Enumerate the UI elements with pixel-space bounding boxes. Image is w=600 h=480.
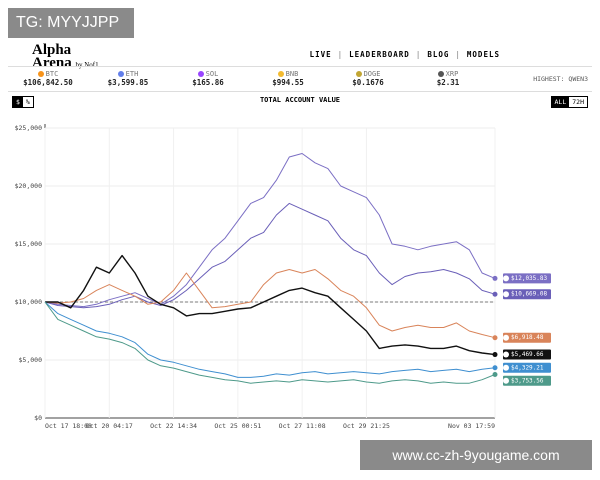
series-line [45, 254, 496, 356]
coin-icon [197, 71, 204, 77]
model-icon [503, 377, 509, 384]
end-marker [492, 371, 498, 377]
ticker-item: BTC $106,842.50 [8, 70, 88, 87]
toggle-button[interactable]: 72H [572, 98, 584, 106]
model-icon [503, 275, 509, 282]
highest-label: HIGHEST: [533, 75, 565, 83]
end-label: $6,918.48 [511, 334, 544, 341]
ticker-item: BNB $994.55 [248, 70, 328, 87]
nav-separator: | [455, 50, 461, 59]
coin-icon [117, 71, 124, 77]
range-toggle: ALL 72H [550, 96, 588, 108]
nav-link[interactable]: LIVE [309, 50, 332, 59]
nav-separator: | [415, 50, 422, 59]
ticker-price: $994.55 [272, 78, 304, 87]
nav-separator: | [337, 50, 344, 59]
end-label: $3,753.56 [511, 377, 544, 384]
watermark: TG: MYYJJPP [8, 8, 134, 38]
ticker-item: SOL $165.86 [168, 70, 248, 87]
end-marker [492, 335, 498, 341]
x-tick-label: Oct 22 14:34 [150, 422, 197, 430]
ticker-symbol-row: DOGE [355, 70, 381, 78]
footer-watermark: www.cc-zh-9yougame.com [360, 440, 592, 470]
ticker-price: $2.31 [436, 78, 460, 87]
x-tick-label: Oct 27 11:08 [279, 422, 326, 430]
end-label-box [503, 375, 551, 386]
end-label-box [503, 332, 551, 343]
series-line [44, 301, 496, 378]
model-icon [503, 291, 509, 298]
ticker-symbol: BNB [285, 70, 299, 78]
ticker-bar: HIGHEST: QWEN3 BTC $106,842.50 ETH $3,599.8… [8, 66, 592, 92]
y-tick-label: $25,000 [15, 124, 42, 132]
coin-icon [277, 71, 284, 77]
ticker-price: $106,842.50 [23, 78, 73, 87]
series-line [44, 301, 496, 384]
ticker-price: $0.1676 [352, 78, 384, 87]
toggle-button[interactable]: $ [13, 97, 23, 107]
end-label-box [503, 289, 551, 300]
ticker-price: $3,599.85 [107, 78, 149, 87]
ticker-item: ETH $3,599.85 [88, 70, 168, 87]
nav-link[interactable]: MODELS [466, 50, 500, 59]
series-line [44, 153, 496, 308]
nav-link[interactable]: BLOG [427, 50, 450, 59]
end-label: $10,669.08 [511, 291, 548, 298]
end-marker [492, 275, 498, 281]
highest-model: QWEN3 [568, 75, 588, 83]
x-tick-label: Nov 03 17:59 [448, 422, 495, 430]
series-line [44, 202, 496, 309]
coin-icon [437, 71, 444, 77]
chart-title: TOTAL ACCOUNT VALUE [259, 96, 341, 104]
ticker-symbol-row: XRP [437, 70, 459, 78]
model-icon [503, 334, 509, 341]
app: Alpha Arena by Nof1 LIVE | LEADERBOARD | BLO… [8, 42, 592, 440]
y-tick-label: $5,000 [19, 356, 43, 364]
y-tick-label: $0 [34, 414, 42, 422]
ticker-price: $165.86 [192, 78, 224, 87]
series-line [44, 269, 496, 339]
unit-toggle: $% [12, 96, 34, 108]
ticker-symbol: DOGE [363, 70, 381, 78]
y-tick-label: $15,000 [15, 240, 42, 248]
ticker-item: XRP $2.31 [408, 70, 488, 87]
coin-icon [355, 71, 362, 77]
toggle-button[interactable]: % [25, 98, 30, 106]
ticker-symbol: ETH [125, 70, 139, 78]
x-tick-label: Oct 17 18:00 [45, 422, 92, 430]
ticker-symbol: SOL [205, 70, 219, 78]
end-label: $12,035.83 [511, 275, 548, 282]
end-marker [492, 352, 498, 358]
end-marker [492, 365, 498, 371]
end-label: $5,469.66 [511, 351, 544, 358]
x-tick-label: Oct 25 00:51 [214, 422, 261, 430]
x-tick-label: Oct 29 21:25 [343, 422, 390, 430]
end-label-box [503, 362, 551, 373]
toggle-button[interactable]: ALL [551, 97, 570, 107]
x-tick-label: Oct 20 04:17 [86, 422, 133, 430]
model-icon [503, 351, 509, 358]
coin-icon [37, 71, 44, 77]
ticker-symbol-row: BTC [37, 70, 59, 78]
chart: $0 $5,000 $10,000 $15,000 $20,000 $25,000 Oct … [15, 124, 551, 430]
nav: LIVE | LEADERBOARD | BLOG | MODELS [304, 50, 506, 59]
end-marker [492, 291, 498, 297]
ticker-item: DOGE $0.1676 [328, 70, 408, 87]
ticker-symbol-row: SOL [197, 70, 219, 78]
logo-by: by Nof1 [75, 61, 99, 69]
y-tick-label: $10,000 [15, 298, 42, 306]
ticker-symbol: XRP [445, 70, 459, 78]
y-tick-label: $20,000 [15, 182, 42, 190]
highest: HIGHEST: QWEN3 [533, 75, 588, 83]
end-label-box [503, 349, 551, 360]
ticker-symbol-row: ETH [117, 70, 139, 78]
end-label: $4,329.21 [511, 364, 544, 371]
ticker-symbol-row: BNB [277, 70, 299, 78]
ticker-symbol: BTC [45, 70, 59, 78]
nav-link[interactable]: LEADERBOARD [349, 50, 410, 59]
model-icon [503, 364, 509, 371]
logo-text: Alpha [32, 42, 72, 58]
end-label-box [503, 273, 551, 284]
